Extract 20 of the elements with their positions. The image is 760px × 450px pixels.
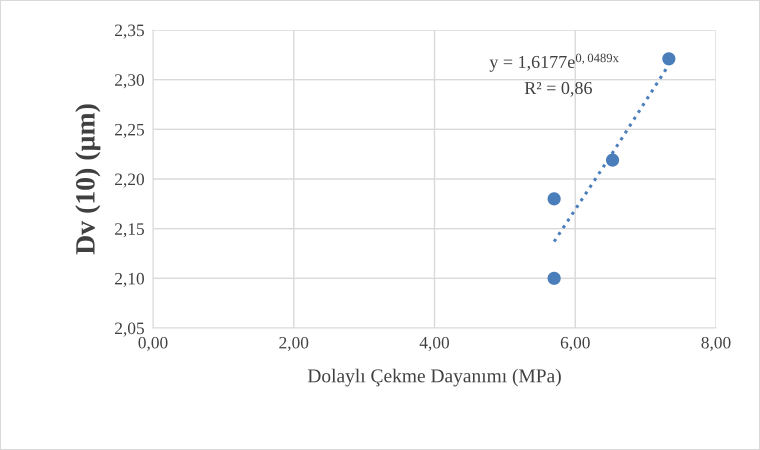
y-tick-label: 2,30 (115, 74, 144, 88)
x-axis-title: Dolaylı Çekme Dayanımı (MPa) (308, 368, 561, 386)
y-tick-label: 2,25 (115, 124, 144, 138)
y-tick-label: 2,10 (115, 272, 144, 288)
x-tick-label: 0,00 (138, 336, 168, 352)
annotation: y = 1,6177e$^{0,0489x}$ (490, 54, 619, 72)
x-tick-label: 2,00 (279, 336, 308, 352)
point (548, 272, 561, 285)
y-tick-label: 2,35 (115, 24, 144, 39)
y-tick-label: 2,20 (115, 173, 144, 188)
annotation: R² = 0,86 (524, 82, 592, 97)
point (548, 192, 561, 206)
x-tick-label: 6,00 (560, 336, 590, 352)
x-tick-label: 8,00 (701, 336, 731, 352)
point (606, 154, 620, 167)
y-tick-label: 2,05 (115, 322, 144, 337)
y-tick-label: 2,15 (115, 223, 144, 238)
x-tick-label: 4,00 (420, 336, 450, 352)
y-axis-title: Dv (10) (µm) (75, 104, 100, 254)
point (662, 52, 676, 66)
